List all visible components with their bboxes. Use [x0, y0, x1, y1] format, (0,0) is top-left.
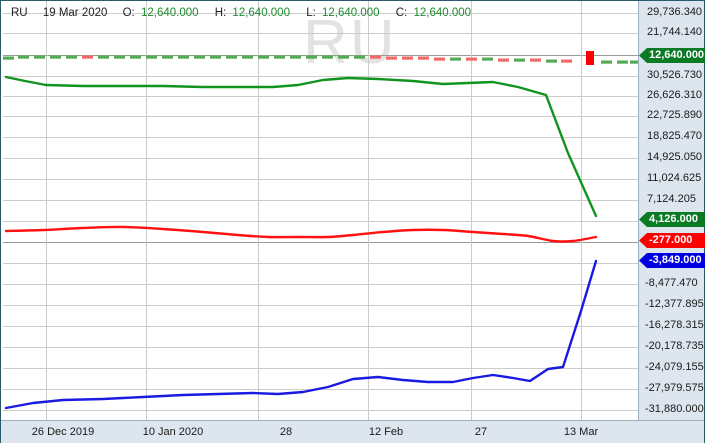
candle-body: [274, 55, 285, 59]
candle-body: [322, 55, 333, 59]
high-label: H:: [214, 7, 227, 19]
candle-body: [114, 55, 125, 59]
price-axis-tick: 7,124.205: [647, 193, 696, 205]
candle-body: [50, 55, 61, 59]
candle-body: [162, 55, 173, 59]
price-axis-tick: 22,725.890: [647, 109, 703, 121]
candle-body: [546, 59, 557, 63]
candle-body: [226, 55, 237, 59]
candle-body: [386, 56, 397, 60]
close-label: C:: [395, 7, 408, 19]
low-value: 12,640.000: [321, 7, 380, 19]
candle-body: [514, 58, 525, 62]
open-value: 12,640.000: [140, 7, 199, 19]
price-axis-tick: -31,880.000: [645, 403, 704, 415]
price-axis-tick: -8,477.470: [645, 277, 698, 289]
candle-body: [561, 59, 572, 63]
time-axis-tick: 28: [279, 426, 293, 438]
series-line-blue-indicator[interactable]: [4, 259, 598, 410]
chart-canvas: [3, 1, 638, 420]
candle-body: [450, 57, 461, 61]
price-axis-value-badge[interactable]: 12,640.000: [639, 48, 705, 63]
candle-body: [290, 55, 301, 59]
candle-body: [210, 55, 221, 59]
candle-body: [402, 56, 413, 60]
price-axis-tick: 11,024.625: [647, 172, 702, 184]
candle-body: [586, 51, 594, 65]
time-axis-tick: 13 Mar: [563, 426, 599, 438]
chart-watermark: RU: [303, 8, 397, 77]
close-value: 12,640.000: [413, 7, 472, 19]
candle-body: [242, 55, 253, 59]
time-axis-tick: 12 Feb: [368, 426, 404, 438]
time-axis-tick: 27: [474, 426, 488, 438]
price-axis-tick: 18,825.470: [647, 130, 703, 142]
candle-body: [18, 55, 29, 59]
candle-body: [66, 55, 77, 59]
candle-body: [530, 58, 541, 62]
open-label: O:: [122, 7, 135, 19]
candle-body: [3, 56, 14, 60]
candle-body: [130, 55, 141, 59]
candle-body: [306, 55, 317, 59]
candle-body: [466, 57, 477, 61]
candle-body: [630, 60, 638, 64]
candle-body: [418, 56, 429, 60]
high-value: 12,640.000: [232, 7, 290, 19]
time-axis-tick: 10 Jan 2020: [142, 426, 204, 438]
candle-body: [601, 60, 612, 64]
price-axis-tick: 29,736.340: [647, 6, 703, 18]
candle-body: [258, 55, 269, 59]
price-axis-tick: -24,079.155: [645, 361, 704, 373]
price-axis-value-badge[interactable]: -277.000: [639, 233, 705, 248]
price-axis-tick: -12,377.895: [645, 298, 704, 310]
price-axis-tick: 26,626.310: [647, 89, 703, 101]
price-axis-tick: -20,178.735: [645, 340, 704, 352]
low-label: L:: [306, 7, 316, 19]
candle-body: [617, 60, 628, 64]
price-axis-tick: 21,744.140: [647, 26, 703, 38]
candle-body: [354, 55, 365, 59]
candle-body: [434, 57, 445, 61]
price-axis-tick: -27,979.575: [645, 382, 704, 394]
price-axis-value-badge[interactable]: 4,126.000: [639, 212, 705, 227]
ohlc-readout: RU 19 Mar 2020 O: 12,640.000 H: 12,640.0…: [11, 7, 484, 19]
price-axis-tick: -16,278.315: [645, 319, 704, 331]
candle-body: [82, 55, 93, 59]
time-axis-tick: 26 Dec 2019: [31, 426, 95, 438]
candle-body: [194, 55, 205, 59]
candle-body: [146, 55, 157, 59]
candle-body: [34, 55, 45, 59]
candle-body: [370, 55, 381, 59]
time-axis-corner: [638, 421, 704, 443]
symbol-label: RU: [11, 7, 28, 19]
time-axis[interactable]: 26 Dec 2019 10 Jan 2020 28 12 Feb 27 13 Mar: [1, 420, 704, 443]
price-axis-tick: 14,925.050: [647, 151, 703, 163]
candle-body: [482, 57, 493, 61]
date-label: 19 Mar 2020: [42, 7, 108, 19]
candle-body: [498, 58, 509, 62]
chart-plot-area[interactable]: RU: [3, 1, 638, 420]
price-candle-series[interactable]: [3, 51, 638, 65]
price-axis-value-badge[interactable]: -3,849.000: [639, 253, 705, 268]
candle-body: [338, 55, 349, 59]
series-line-red-indicator[interactable]: [4, 225, 598, 243]
price-axis[interactable]: 29,736.340 21,744.140 30,526.730 26,626.310…: [638, 1, 705, 420]
series-line-green-indicator[interactable]: [4, 75, 598, 218]
price-axis-tick: 30,526.730: [647, 69, 703, 81]
candle-body: [98, 55, 109, 59]
candle-body: [178, 55, 189, 59]
